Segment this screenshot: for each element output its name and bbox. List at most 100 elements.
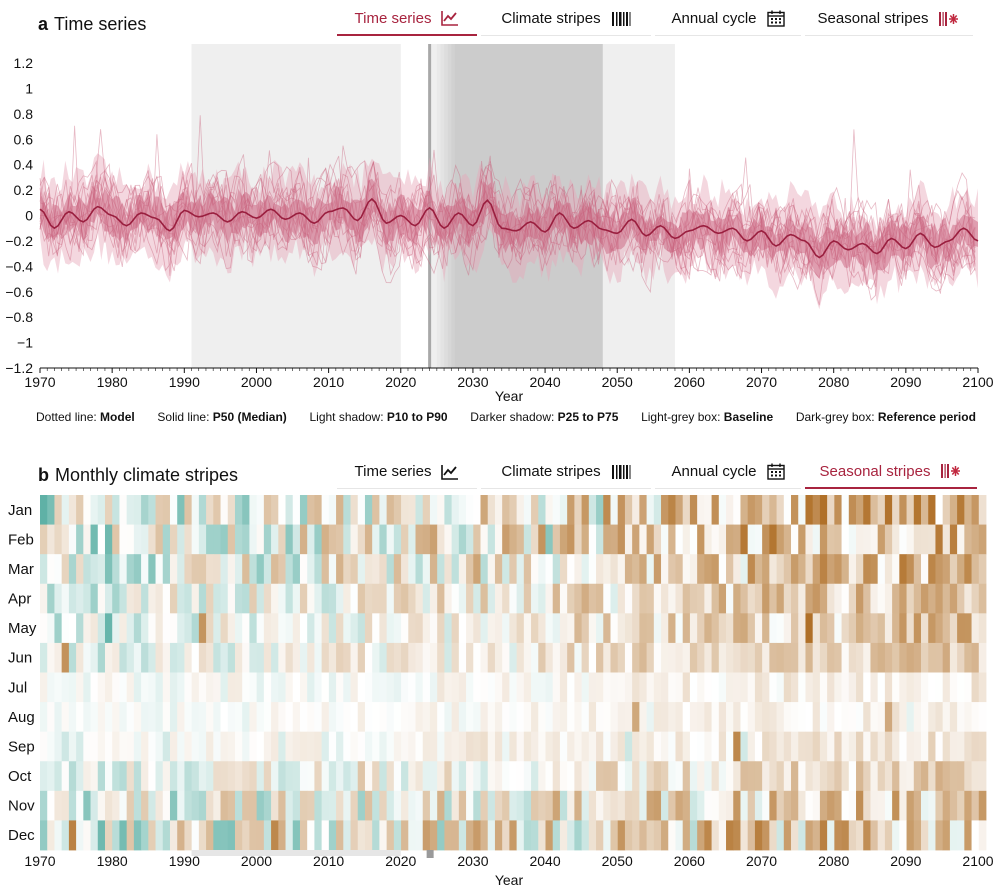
stripe-cell (509, 583, 518, 614)
stripe-cell (473, 642, 481, 673)
stripe-cell (227, 761, 236, 792)
stripe-cell (328, 642, 337, 673)
stripe-cell (437, 495, 445, 525)
stripe-cell (299, 583, 308, 614)
stripe-cell (661, 820, 669, 851)
stripe-cell (624, 820, 633, 851)
stripe-cell (263, 790, 272, 821)
stripe-cell (661, 790, 669, 821)
stripe-cell (299, 613, 308, 644)
stripe-cell (668, 613, 676, 644)
stripe-cell (834, 702, 842, 733)
stripe-cell (632, 613, 640, 644)
stripe-cell (242, 790, 250, 821)
stripe-cell (913, 554, 922, 585)
stripe-cell (83, 672, 91, 703)
tab-annual-cycle[interactable]: Annual cycle (655, 2, 801, 36)
stripe-cell (487, 761, 496, 792)
stripe-cell (473, 731, 481, 762)
time-series-chart: 1970 1980 1990 2000 2010 2020 2030 2040 2050 2060… (5, 44, 994, 404)
stripe-cell (47, 790, 55, 821)
stripe-cell (653, 524, 662, 555)
stripe-cell (336, 820, 344, 851)
stripe-cell (162, 702, 171, 733)
stripe-cell (877, 820, 886, 851)
stripe-cell (754, 554, 763, 585)
stripe-cell (776, 613, 785, 644)
stripe-cell (610, 642, 619, 673)
stripe-cell (68, 731, 77, 762)
tab-climate-stripes[interactable]: Climate stripes (481, 2, 651, 36)
stripe-cell (480, 731, 489, 762)
tab-climate-stripes[interactable]: Climate stripes (481, 455, 651, 489)
stripe-cell (921, 524, 929, 555)
tab-seasonal-stripes[interactable]: Seasonal stripes (805, 2, 973, 36)
stripe-cell (863, 702, 871, 733)
stripe-cell (278, 761, 286, 792)
stripe-cell (574, 761, 582, 792)
stripe-cell (47, 672, 55, 703)
stripe-cell (487, 820, 496, 851)
stripe-cell (596, 672, 604, 703)
stripe-cell (632, 790, 640, 821)
stripe-cell (791, 731, 799, 762)
stripe-cell (61, 790, 70, 821)
stripe-cell (393, 790, 402, 821)
stripe-cell (256, 524, 265, 555)
stripe-cell (957, 672, 965, 703)
stripe-cell (54, 672, 63, 703)
stripe-cell (740, 583, 749, 614)
stripe-cell (697, 583, 705, 614)
stripe-cell (892, 672, 900, 703)
stripe-cell (429, 524, 438, 555)
stripe-cell (899, 761, 907, 792)
tab-time-series[interactable]: Time series (337, 455, 477, 489)
y-tick-label: −0.4 (5, 258, 33, 274)
stripe-cell (971, 702, 980, 733)
stripe-cell (884, 790, 893, 821)
stripe-cell (437, 672, 445, 703)
stripe-cell (682, 583, 691, 614)
stripe-cell (350, 761, 359, 792)
stripe-cell (661, 554, 669, 585)
stripe-cell (697, 820, 705, 851)
x-tick-label: 2050 (602, 853, 633, 869)
stripe-cell (415, 731, 424, 762)
stripe-cell (379, 554, 388, 585)
tab-annual-cycle[interactable]: Annual cycle (655, 455, 801, 489)
stripe-cell (220, 790, 229, 821)
stripe-cell (942, 702, 951, 733)
stripe-cell (47, 820, 55, 851)
stripe-cell (574, 554, 582, 585)
x-tick-label: 2040 (529, 374, 560, 390)
x-tick-label: 2050 (602, 374, 633, 390)
stripe-cell (892, 642, 900, 673)
stripe-cell (805, 820, 814, 851)
stripe-cell (278, 790, 286, 821)
stripe-cell (119, 524, 128, 555)
stripe-cell (444, 672, 453, 703)
tab-time-series[interactable]: Time series (337, 2, 477, 36)
stripe-cell (83, 790, 91, 821)
stripe-cell (155, 702, 164, 733)
stripe-cell (227, 672, 236, 703)
stripe-cell (429, 672, 438, 703)
stripe-cell (769, 554, 777, 585)
stripe-cell (494, 702, 503, 733)
x-tick-label: 2000 (241, 853, 272, 869)
stripe-cell (538, 583, 546, 614)
stripe-cell (357, 672, 366, 703)
stripe-cell (538, 642, 546, 673)
tab-seasonal-stripes[interactable]: Seasonal stripes (805, 455, 977, 489)
stripe-cell (740, 761, 749, 792)
stripe-cell (892, 820, 900, 851)
stripe-cell (169, 702, 178, 733)
stripe-cell (812, 554, 821, 585)
stripe-cell (653, 790, 662, 821)
stripe-cell (957, 495, 965, 525)
stripe-cell (343, 820, 351, 851)
stripe-cell (682, 672, 691, 703)
stripe-cell (596, 613, 604, 644)
stripe-cell (827, 761, 835, 792)
stripe-cell (466, 761, 474, 792)
